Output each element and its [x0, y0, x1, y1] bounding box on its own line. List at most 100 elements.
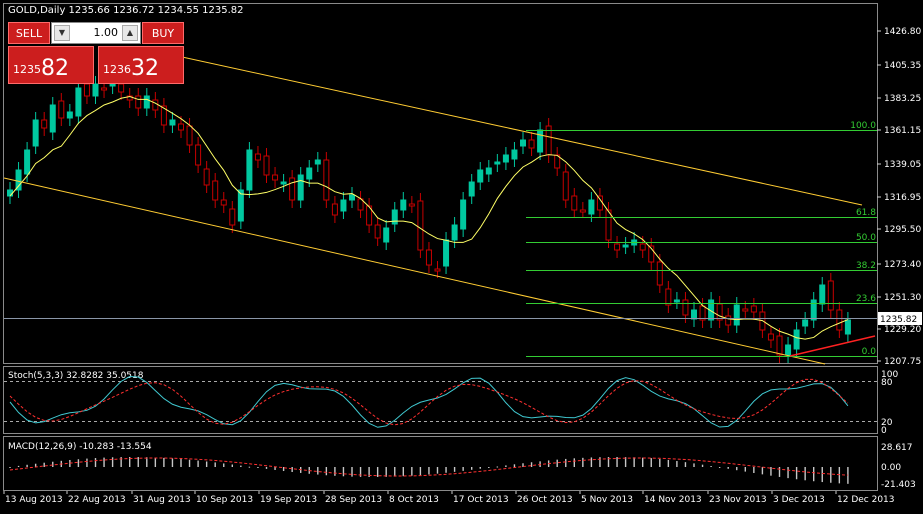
candle-body	[366, 205, 373, 226]
macd-axis-top: 28.617	[881, 443, 913, 453]
candle-body	[109, 83, 116, 87]
candle-body	[383, 227, 390, 243]
candle-body	[417, 200, 424, 251]
candle-body	[562, 171, 569, 201]
stoch-axis: 100 80 20 0	[881, 370, 898, 436]
candle-body	[408, 203, 415, 207]
candle-body	[793, 329, 800, 350]
candle-body	[785, 344, 792, 356]
time-tick-label: 22 Aug 2013	[68, 495, 126, 505]
time-tick-label: 12 Dec 2013	[837, 495, 895, 505]
candle-body	[297, 174, 304, 201]
candle-body	[49, 104, 56, 133]
candle-body	[750, 305, 757, 313]
candle-body	[477, 169, 484, 183]
price-tick-label: 1361.15	[884, 126, 921, 136]
candle-body	[186, 125, 193, 146]
macd-frame	[3, 436, 878, 491]
volume-input[interactable]: ▼ 1.00 ▲	[51, 22, 141, 44]
buy-price-button[interactable]: 1236 32	[98, 46, 184, 84]
time-tick-label: 23 Nov 2013	[709, 495, 767, 505]
time-tick-label: 28 Sep 2013	[325, 495, 382, 505]
support-trendline[interactable]	[789, 335, 876, 357]
macd-title: MACD(12,26,9) -10.283 -13.554	[8, 442, 152, 452]
macd-axis-zero: 0.00	[881, 463, 901, 473]
macd-signal-line	[9, 457, 848, 477]
candle-body	[374, 224, 381, 239]
candle-body	[716, 303, 723, 321]
candle-body	[237, 189, 244, 222]
candle-body	[810, 299, 817, 321]
stoch-frame	[3, 366, 878, 434]
current-price-label: 1235.82	[880, 315, 917, 325]
candle-body	[7, 189, 13, 197]
price-tick-label: 1405.35	[884, 61, 921, 71]
candle-body	[443, 239, 450, 267]
candle-body	[391, 209, 398, 225]
stoch-axis-100: 100	[881, 370, 898, 380]
stoch-axis-20: 20	[881, 418, 893, 428]
macd-axis-bottom: -21.403	[881, 480, 916, 490]
candle-body	[195, 144, 202, 166]
sell-price-prefix: 1235	[13, 63, 41, 76]
volume-decrease-icon[interactable]: ▼	[54, 25, 70, 41]
candle-body	[844, 319, 851, 335]
candle-body	[639, 243, 646, 251]
fibonacci-retracement[interactable]: 100.0 61.8 50.0 38.2 23.6 0.0	[526, 121, 877, 357]
macd-histogram	[9, 457, 849, 484]
price-tick-label: 1207.75	[884, 357, 921, 367]
candle-body	[836, 309, 843, 331]
sell-price-button[interactable]: 1235 82	[8, 46, 94, 84]
candle-body	[776, 335, 783, 356]
candle-body	[767, 333, 774, 341]
candle-body	[66, 111, 73, 119]
candle-body	[819, 284, 826, 305]
stochastic-lines	[9, 376, 849, 428]
price-tick-label: 1426.80	[884, 27, 921, 37]
channel-lower-line[interactable]	[3, 177, 826, 365]
candle-body	[614, 243, 621, 251]
price-tick-label: 1295.50	[884, 225, 921, 235]
price-tick-label: 1383.25	[884, 94, 921, 104]
candle-body	[41, 119, 48, 129]
candle-body	[725, 315, 732, 326]
stoch-axis-0: 0	[881, 426, 887, 436]
candle-body	[118, 83, 125, 93]
sell-button[interactable]: SELL	[8, 22, 50, 44]
time-tick-label: 19 Sep 2013	[260, 495, 317, 505]
candle-body	[596, 195, 603, 211]
candle-body	[425, 249, 432, 266]
time-tick-label: 26 Oct 2013	[517, 495, 573, 505]
candle-body	[648, 245, 655, 263]
candle-body	[289, 177, 296, 201]
candle-body	[571, 195, 578, 211]
candle-body	[306, 167, 313, 180]
time-tick-label: 3 Dec 2013	[773, 495, 825, 505]
volume-increase-icon[interactable]: ▲	[122, 25, 138, 41]
macd-axis: 28.617 0.00 -21.403	[881, 443, 916, 490]
candle-body	[263, 155, 270, 176]
buy-button[interactable]: BUY	[142, 22, 184, 44]
time-tick-label: 5 Nov 2013	[581, 495, 633, 505]
candle-body	[434, 268, 441, 272]
chart-title: GOLD,Daily 1235.66 1236.72 1234.55 1235.…	[8, 5, 244, 16]
time-tick-label: 8 Oct 2013	[389, 495, 439, 505]
time-tick-label: 31 Aug 2013	[133, 495, 191, 505]
fib-level-label: 100.0	[850, 121, 876, 131]
candle-body	[220, 199, 227, 206]
candle-body	[246, 149, 253, 191]
time-tick-label: 14 Nov 2013	[644, 495, 702, 505]
candle-body	[212, 180, 219, 201]
candle-body	[537, 129, 544, 153]
volume-value[interactable]: 1.00	[93, 26, 119, 39]
candle-body	[280, 181, 287, 185]
channel-upper-line[interactable]	[149, 49, 863, 206]
price-tick-label: 1273.40	[884, 260, 921, 270]
candle-body	[468, 181, 475, 197]
candle-body	[673, 299, 680, 303]
candle-body	[340, 199, 347, 212]
sell-price-pips: 82	[41, 56, 69, 81]
price-tick-label: 1316.95	[884, 193, 921, 203]
